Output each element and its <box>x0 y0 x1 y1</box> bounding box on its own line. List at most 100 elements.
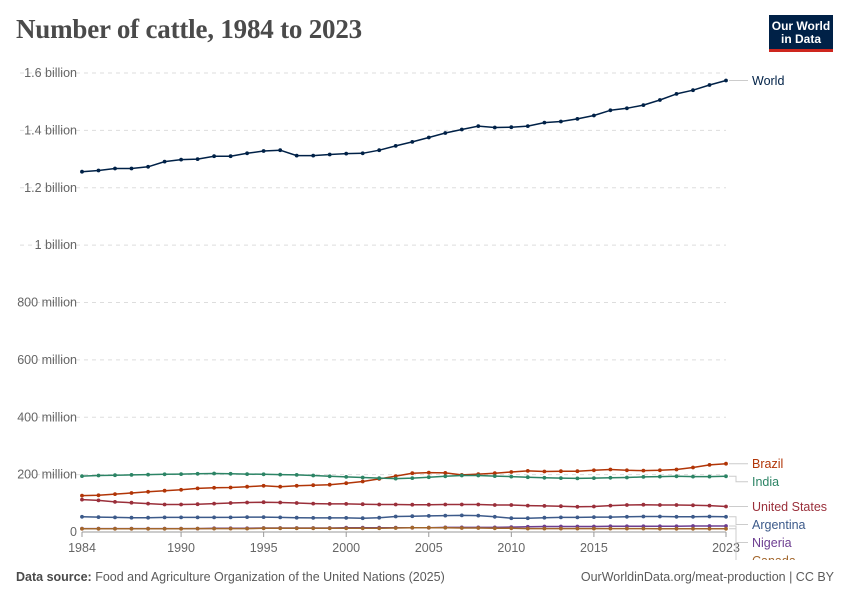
data-point-india <box>724 474 728 479</box>
y-tick-label: 1.4 billion <box>24 123 77 137</box>
y-tick-label: 200 million <box>17 468 77 482</box>
y-tick-label: 1.6 billion <box>24 66 77 80</box>
data-point-united-states <box>261 500 266 505</box>
data-point-india <box>311 473 316 478</box>
data-point-argentina <box>641 514 646 519</box>
series-line-brazil <box>81 462 727 497</box>
data-point-united-states <box>525 503 530 508</box>
data-point-united-states <box>542 504 547 508</box>
data-point-argentina <box>294 515 299 520</box>
data-point-united-states <box>426 502 431 507</box>
y-tick-label: 400 million <box>17 410 77 424</box>
footer-url[interactable]: OurWorldinData.org/meat-production | CC … <box>580 570 834 584</box>
data-point-argentina <box>179 515 184 520</box>
data-point-brazil <box>559 469 563 474</box>
data-point-india <box>393 476 398 481</box>
data-point-india <box>691 474 695 479</box>
data-point-brazil <box>525 469 530 473</box>
legend-connector-argentina <box>729 516 748 525</box>
data-point-canada <box>195 526 200 531</box>
data-point-world <box>426 135 431 140</box>
data-point-canada <box>146 526 151 531</box>
data-point-united-states <box>559 504 563 509</box>
data-point-india <box>162 472 167 477</box>
footer-source-label: Data source: <box>16 570 92 584</box>
x-tick-label: 2010 <box>497 541 525 555</box>
data-point-canada <box>625 526 629 531</box>
data-point-brazil <box>658 468 662 473</box>
data-point-world <box>344 151 349 156</box>
data-point-world <box>592 113 596 118</box>
data-point-india <box>294 473 299 477</box>
data-point-argentina <box>443 513 448 518</box>
data-point-argentina <box>724 514 728 519</box>
data-point-world <box>575 117 580 121</box>
data-point-india <box>525 475 530 480</box>
data-point-canada <box>410 525 415 530</box>
data-point-canada <box>129 526 134 531</box>
data-point-india <box>542 475 547 480</box>
x-tick-label: 1990 <box>167 541 195 555</box>
data-point-india <box>658 474 662 479</box>
data-point-canada <box>691 526 695 531</box>
footer-source-text: Food and Agriculture Organization of the… <box>95 570 445 584</box>
data-point-united-states <box>195 502 200 507</box>
data-point-argentina <box>113 515 117 520</box>
owid-logo[interactable]: Our World in Data <box>769 15 833 52</box>
data-point-india <box>327 474 332 479</box>
data-point-argentina <box>162 515 167 520</box>
data-point-world <box>674 92 679 96</box>
data-point-brazil <box>212 485 217 490</box>
data-point-argentina <box>311 516 316 520</box>
data-point-brazil <box>245 484 250 489</box>
data-point-canada <box>476 526 481 530</box>
data-point-world <box>542 120 547 125</box>
data-point-united-states <box>96 498 101 503</box>
data-point-brazil <box>509 470 514 474</box>
data-point-world <box>96 168 101 173</box>
data-point-brazil <box>129 491 134 495</box>
series-line-united-states <box>81 498 727 508</box>
data-point-canada <box>96 526 101 531</box>
data-point-india <box>245 472 250 476</box>
data-point-india <box>592 476 596 480</box>
data-point-brazil <box>360 479 365 484</box>
data-point-united-states <box>162 502 167 507</box>
legend-label-world: World <box>752 74 784 88</box>
y-tick-label: 0 <box>70 525 77 539</box>
data-point-canada <box>542 526 547 531</box>
y-tick-label: 600 million <box>17 353 77 367</box>
data-point-canada <box>327 526 332 531</box>
data-point-brazil <box>344 481 349 486</box>
data-point-united-states <box>327 502 332 506</box>
data-point-brazil <box>113 492 117 496</box>
data-point-argentina <box>410 514 415 519</box>
data-point-brazil <box>96 493 101 498</box>
data-point-world <box>261 149 266 153</box>
data-point-world <box>509 125 514 130</box>
data-point-canada <box>344 526 349 531</box>
data-point-india <box>575 476 580 481</box>
data-point-brazil <box>146 489 151 494</box>
data-point-india <box>476 473 481 478</box>
legend-label-canada: Canada <box>752 554 796 560</box>
data-point-brazil <box>707 463 712 467</box>
data-point-argentina <box>80 514 84 519</box>
data-point-world <box>410 140 415 144</box>
data-point-india <box>559 476 563 480</box>
data-point-india <box>625 475 629 480</box>
data-point-brazil <box>608 467 613 472</box>
data-point-united-states <box>278 500 283 505</box>
data-point-argentina <box>658 514 662 519</box>
data-point-argentina <box>575 515 580 520</box>
data-point-world <box>162 159 167 164</box>
footer-source: Data source: Food and Agriculture Organi… <box>16 570 445 584</box>
data-point-brazil <box>674 467 679 472</box>
data-point-nigeria <box>724 524 728 528</box>
data-point-canada <box>509 526 514 531</box>
data-point-india <box>641 475 646 479</box>
data-point-argentina <box>559 515 563 520</box>
data-point-argentina <box>377 515 382 520</box>
data-point-canada <box>525 526 530 531</box>
x-tick-label: 1995 <box>250 541 278 555</box>
